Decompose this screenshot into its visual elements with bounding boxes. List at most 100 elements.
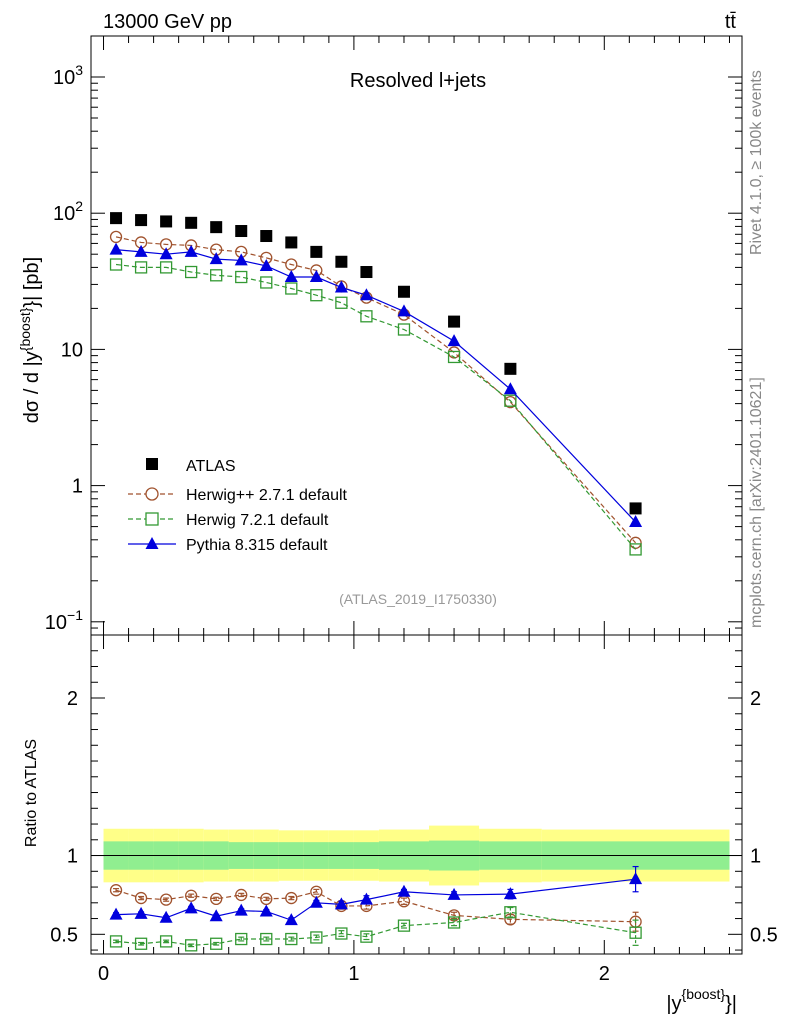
ratio-y-tick-label-right: 1 [750, 846, 761, 868]
y-axis-label-main-part1: dσ / d |y [21, 351, 43, 423]
ratio-point-herwig-7-2-1-default [185, 939, 198, 952]
legend-label-pythia: Pythia 8.315 default [186, 537, 328, 554]
main-point-atlas [448, 315, 461, 328]
main-point-herwig-7-2-1-default [285, 282, 298, 295]
ratio-point-pythia-8-315-default [184, 901, 198, 914]
ratio-x-tick-label: 2 [599, 963, 610, 985]
main-point-pythia-8-315-default [503, 382, 517, 395]
ratio-x-tick-label: 1 [348, 963, 359, 985]
ratio-frame [90, 634, 743, 955]
main-point-herwig-7-2-1-default [210, 269, 223, 282]
ratio-point-pythia-8-315-default [309, 895, 323, 908]
main-y-tick-label-base: 10 [61, 339, 83, 361]
ratio-point-herwig-2-7-1-default [285, 891, 298, 905]
ratio-point-pythia-8-315-default [109, 907, 123, 920]
main-point-atlas [235, 225, 248, 238]
x-axis-label-part1: |y [666, 993, 681, 1015]
main-point-herwig-7-2-1-default [629, 543, 642, 556]
main-y-tick-label: 10−1 [45, 607, 83, 634]
main-point-herwig-7-2-1-default [360, 310, 373, 323]
main-point-atlas [397, 285, 410, 298]
main-point-herwig-7-2-1-default [159, 261, 173, 274]
ratio-point-herwig-7-2-1-default [447, 916, 461, 929]
main-point-herwig-7-2-1-default [447, 350, 461, 364]
rivet-label: Rivet 4.1.0, ≥ 100k events [748, 70, 765, 255]
main-line-pythia-8-315-default [115, 249, 637, 523]
main-point-pythia-8-315-default [159, 247, 173, 260]
main-point-atlas [629, 502, 642, 515]
main-y-tick-label: 102 [53, 198, 83, 225]
main-data-marks [109, 212, 643, 556]
ratio-point-herwig-2-7-1-default [185, 889, 198, 902]
ratio-point-herwig-7-2-1-default [504, 906, 517, 919]
main-point-pythia-8-315-default [209, 252, 223, 265]
ratio-point-herwig-7-2-1-default [134, 937, 148, 950]
main-point-atlas [360, 266, 373, 279]
legend-marker-pythia [145, 537, 159, 549]
ratio-point-herwig-7-2-1-default [310, 931, 323, 944]
main-point-herwig-2-7-1-default [109, 230, 123, 244]
main-point-herwig-7-2-1-default [335, 296, 348, 309]
ratio-point-pythia-8-315-default [209, 909, 223, 922]
y-axis-label-main-part2: {boost} [17, 307, 33, 351]
main-point-atlas [504, 362, 517, 375]
main-point-pythia-8-315-default [334, 280, 348, 293]
ratio-point-herwig-7-2-1-default [235, 932, 248, 946]
ratio-point-herwig-7-2-1-default [397, 919, 411, 932]
main-point-atlas [260, 230, 273, 243]
main-y-tick-label-base: 10 [45, 612, 67, 634]
x-axis-label-part3: }| [725, 993, 737, 1015]
ratio-point-pythia-8-315-default [134, 906, 148, 919]
ratio-line-pythia-8-315-default [116, 878, 636, 921]
ratio-point-pythia-8-315-default [397, 884, 411, 897]
ratio-y-tick-label-right: 0.5 [750, 924, 778, 946]
main-y-tick-label-exp: 3 [75, 62, 83, 78]
ratio-point-herwig-7-2-1-default [109, 935, 123, 948]
ratio-point-herwig-2-7-1-default [109, 884, 123, 897]
ratio-point-pythia-8-315-default [629, 872, 643, 885]
main-point-herwig-7-2-1-default [109, 258, 123, 271]
y-axis-label-main-part3: }| [pb] [21, 257, 43, 308]
ratio-point-herwig-2-7-1-default [159, 893, 173, 906]
legend-marker-atlas [146, 458, 158, 470]
main-point-atlas [185, 216, 198, 229]
main-y-tick-label-base: 10 [53, 203, 75, 225]
legend-marker-herwigpp [145, 487, 159, 501]
main-point-herwig-7-2-1-default [260, 276, 273, 289]
ratio-point-pythia-8-315-default [447, 887, 461, 900]
main-point-atlas [135, 214, 148, 227]
ratio-point-pythia-8-315-default [359, 892, 373, 905]
main-y-tick-label-base: 1 [72, 476, 83, 498]
legend-label-herwigpp: Herwig++ 2.7.1 default [186, 487, 348, 504]
ratio-point-pythia-8-315-default [503, 887, 517, 900]
main-point-atlas [160, 215, 173, 228]
ratio-point-herwig-2-7-1-default [260, 892, 273, 906]
main-point-atlas [110, 212, 123, 225]
main-point-herwig-7-2-1-default [185, 265, 198, 279]
ratio-y-tick-label-left: 2 [67, 688, 78, 710]
ratio-point-herwig-7-2-1-default [210, 937, 223, 950]
main-line-herwig-7-2-1-default [115, 263, 637, 550]
x-axis-label-part2: {boost} [682, 986, 726, 1002]
ratio-panel: 0.5 0.5 1 1 2 2 0 1 2 Ratio to ATLAS |y{boost}}| [23, 634, 778, 1015]
main-point-herwig-7-2-1-default [310, 289, 323, 302]
main-point-herwig-7-2-1-default [397, 323, 411, 336]
main-point-pythia-8-315-default [309, 270, 323, 283]
main-y-tick-label-base: 10 [53, 67, 75, 89]
ratio-point-herwig-2-7-1-default [235, 888, 248, 902]
main-point-atlas [285, 236, 298, 249]
ratio-y-tick-label-left: 0.5 [50, 924, 78, 946]
ratio-point-pythia-8-315-default [284, 913, 298, 926]
main-point-herwig-7-2-1-default [134, 261, 148, 274]
ratio-point-herwig-7-2-1-default [360, 930, 373, 943]
main-point-atlas [210, 221, 223, 234]
main-point-pythia-8-315-default [359, 288, 373, 301]
ratio-y-tick-label-right: 2 [750, 688, 761, 710]
main-line-herwig-2-7-1-default [115, 236, 637, 544]
main-point-atlas [310, 245, 323, 258]
main-point-pythia-8-315-default [259, 258, 273, 271]
main-y-tick-label-exp: 2 [75, 198, 83, 214]
